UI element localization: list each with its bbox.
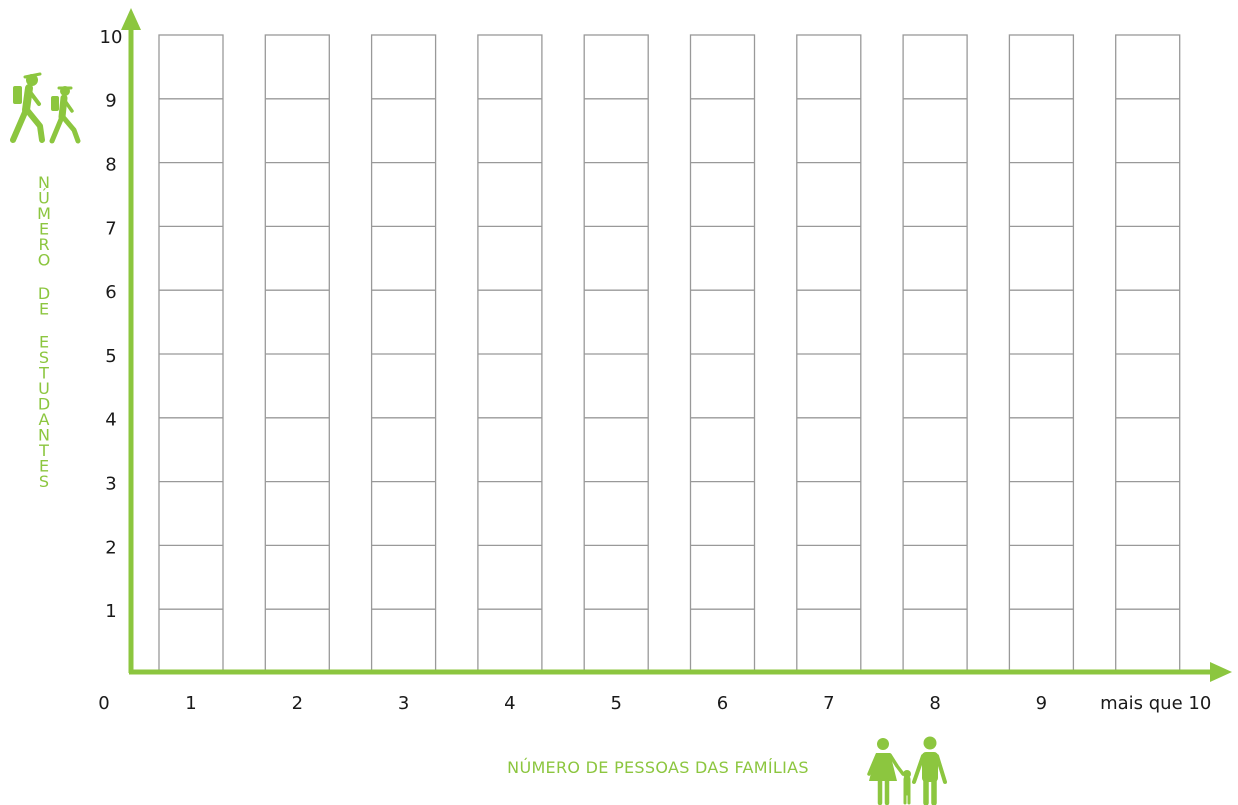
x-tick-label: 5 [610, 693, 621, 714]
y-tick-label: 1 [105, 601, 116, 622]
family-icon [867, 736, 947, 805]
x-tick-label: 6 [717, 693, 728, 714]
y-axis-title-letter: N [38, 426, 50, 445]
y-axis-title-letter: E [39, 457, 49, 476]
y-axis-title-letter: D [38, 395, 50, 414]
y-axis-title-letter: E [39, 333, 49, 352]
x-axis-ticks: 1 2 3 4 5 6 7 8 9 mais que 10 [185, 693, 1211, 714]
bar-column-9 [1008, 34, 1075, 674]
y-tick-label: 2 [105, 537, 116, 558]
y-axis-title-letter: R [38, 235, 49, 254]
y-tick-label: 10 [100, 27, 123, 48]
students-walking-icon [10, 72, 81, 144]
y-axis-title-letter: D [38, 284, 50, 303]
origin-label: 0 [98, 693, 109, 714]
x-tick-label: 3 [398, 693, 409, 714]
y-axis-title-letter: U [38, 379, 50, 398]
axes [121, 8, 1232, 682]
y-axis-title-letter: T [38, 441, 49, 460]
y-axis-arrow [121, 8, 141, 30]
y-axis-title-letter: M [37, 204, 51, 223]
x-tick-label: 7 [823, 693, 834, 714]
x-axis-title: NÚMERO DE PESSOAS DAS FAMÍLIAS [507, 758, 809, 777]
bar-column-5 [583, 34, 649, 674]
x-axis-arrow [1210, 662, 1232, 682]
x-tick-label: 2 [292, 693, 303, 714]
bar-column-10 [1115, 34, 1181, 674]
y-axis-title-letter: E [39, 299, 49, 318]
y-axis-ticks: 1 2 3 4 5 6 7 8 9 10 [100, 27, 123, 622]
y-tick-label: 6 [105, 282, 116, 303]
bar-column-7 [796, 34, 862, 674]
y-axis-title-letter: O [38, 251, 51, 270]
x-tick-label: 4 [504, 693, 515, 714]
x-tick-label: mais que 10 [1100, 693, 1211, 714]
bar-column-2 [264, 34, 330, 674]
y-axis-title-letter: T [38, 364, 49, 383]
y-axis-title-letter: A [39, 410, 50, 429]
bar-column-3 [370, 34, 437, 674]
y-axis-title-letter: S [39, 348, 49, 367]
bar-column-1 [158, 34, 224, 674]
y-tick-label: 3 [105, 474, 116, 495]
y-tick-label: 5 [105, 346, 116, 367]
y-axis-title-letter: E [39, 220, 49, 239]
y-axis-title-letter: S [39, 472, 49, 491]
x-tick-label: 9 [1036, 693, 1047, 714]
bar-column-6 [689, 34, 756, 674]
x-tick-label: 1 [185, 693, 196, 714]
y-tick-label: 8 [105, 155, 116, 176]
bar-column-4 [477, 34, 543, 674]
y-tick-label: 4 [105, 410, 116, 431]
x-tick-label: 8 [929, 693, 940, 714]
y-axis-title-letter: N [38, 173, 50, 192]
y-tick-label: 7 [105, 218, 116, 239]
y-axis-title-letter: Ú [38, 189, 50, 208]
empty-bar-columns [158, 34, 1181, 674]
bar-column-8 [902, 34, 968, 674]
y-tick-label: 9 [105, 91, 116, 112]
